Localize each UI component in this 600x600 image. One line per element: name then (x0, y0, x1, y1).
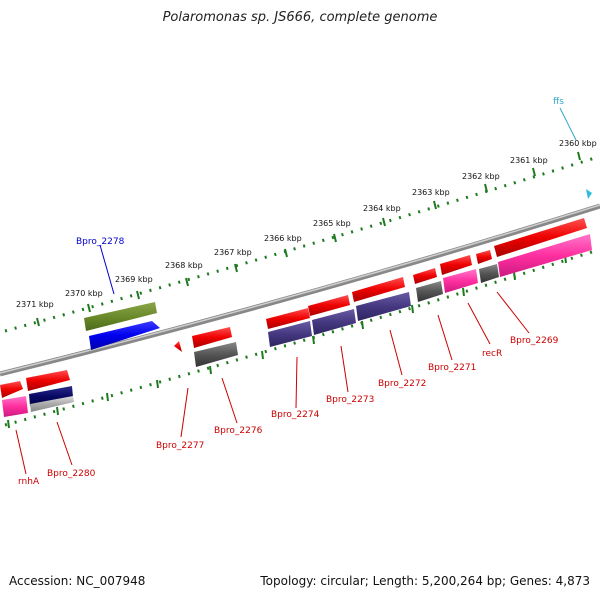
ruler-labels: 2371 kbp 2370 kbp 2369 kbp 2368 kbp 2367… (16, 139, 597, 309)
gene-Bpro_2277-red[interactable] (174, 341, 182, 352)
ruler-label-2366: 2366 kbp (264, 234, 302, 243)
genome-summary-text: Topology: circular; Length: 5,200,264 bp… (260, 574, 590, 588)
ruler-label-2361: 2361 kbp (510, 156, 548, 165)
gene-red-9[interactable] (494, 218, 587, 257)
ruler-label-2371: 2371 kbp (16, 300, 54, 309)
gene-Bpro_2273-purple[interactable] (312, 309, 356, 335)
ruler-label-2362: 2362 kbp (462, 172, 500, 181)
gene-label-Bpro_2271: Bpro_2271 (428, 363, 476, 373)
label-leader-lines (15, 107, 577, 475)
gene-label-Bpro_2272: Bpro_2272 (378, 379, 426, 389)
gene-Bpro_2272-purple[interactable] (356, 292, 411, 321)
gene-red-7[interactable] (440, 255, 472, 275)
gene-red-8[interactable] (476, 250, 492, 264)
gene-red-3[interactable] (266, 308, 310, 329)
gene-labels: ffs Bpro_2278 rnhA Bpro_2280 Bpro_2277 B… (18, 97, 564, 487)
gene-label-Bpro_2274: Bpro_2274 (271, 410, 320, 420)
gene-Bpro_2280-navy[interactable] (29, 386, 73, 406)
gene-rnhA-red-1[interactable] (0, 381, 23, 398)
ruler-label-2363: 2363 kbp (412, 188, 450, 197)
gene-red-6[interactable] (413, 268, 437, 284)
gene-label-Bpro_2276: Bpro_2276 (214, 426, 263, 436)
gene-red-5[interactable] (352, 277, 405, 302)
gene-label-rnhA: rnhA (18, 477, 40, 487)
gene-label-Bpro_2273: Bpro_2273 (326, 395, 374, 405)
gene-rnhA-pink[interactable] (2, 396, 28, 417)
inner-ruler-major-ticks (7, 254, 567, 429)
gene-Bpro_2269-pink[interactable] (498, 234, 592, 277)
ruler-label-2365: 2365 kbp (313, 219, 351, 228)
ruler-label-2360: 2360 kbp (559, 139, 597, 148)
gene-label-recR: recR (482, 349, 502, 359)
map-title: Polaromonas sp. JS666, complete genome (162, 10, 438, 25)
accession-text: Accession: NC_007948 (9, 574, 146, 588)
gene-label-Bpro_2280: Bpro_2280 (47, 469, 96, 479)
gene-Bpro_2278-blue[interactable] (89, 321, 160, 350)
genome-backbone (0, 203, 600, 377)
gene-label-ffs: ffs (553, 97, 564, 107)
ruler-label-2370: 2370 kbp (65, 289, 103, 298)
ruler-label-2367: 2367 kbp (214, 248, 252, 257)
ffs-feature-marker[interactable] (586, 189, 592, 199)
gene-Bpro_2280-silver[interactable] (30, 396, 74, 412)
gene-label-Bpro_2277: Bpro_2277 (156, 441, 204, 451)
gene-red-4[interactable] (308, 295, 350, 316)
ruler-label-2364: 2364 kbp (363, 204, 401, 213)
gene-Bpro_2269-gray[interactable] (479, 264, 499, 283)
gene-recR-pink[interactable] (443, 269, 478, 293)
outer-ruler-major-ticks (36, 151, 581, 327)
gene-red-2[interactable] (26, 370, 70, 391)
gene-label-Bpro_2278: Bpro_2278 (76, 237, 125, 247)
gene-Bpro_2274-purple[interactable] (268, 321, 312, 347)
gene-Bpro_2276-gray[interactable] (194, 342, 238, 367)
gene-label-Bpro_2269: Bpro_2269 (510, 336, 559, 346)
gene-Bpro_2271-gray[interactable] (416, 281, 443, 302)
ruler-label-2369: 2369 kbp (115, 275, 153, 284)
gene-Bpro_2278-olive[interactable] (84, 302, 157, 331)
outer-ruler (4, 155, 599, 333)
gene-Bpro_2276-red[interactable] (192, 327, 232, 348)
ruler-label-2368: 2368 kbp (165, 261, 203, 270)
